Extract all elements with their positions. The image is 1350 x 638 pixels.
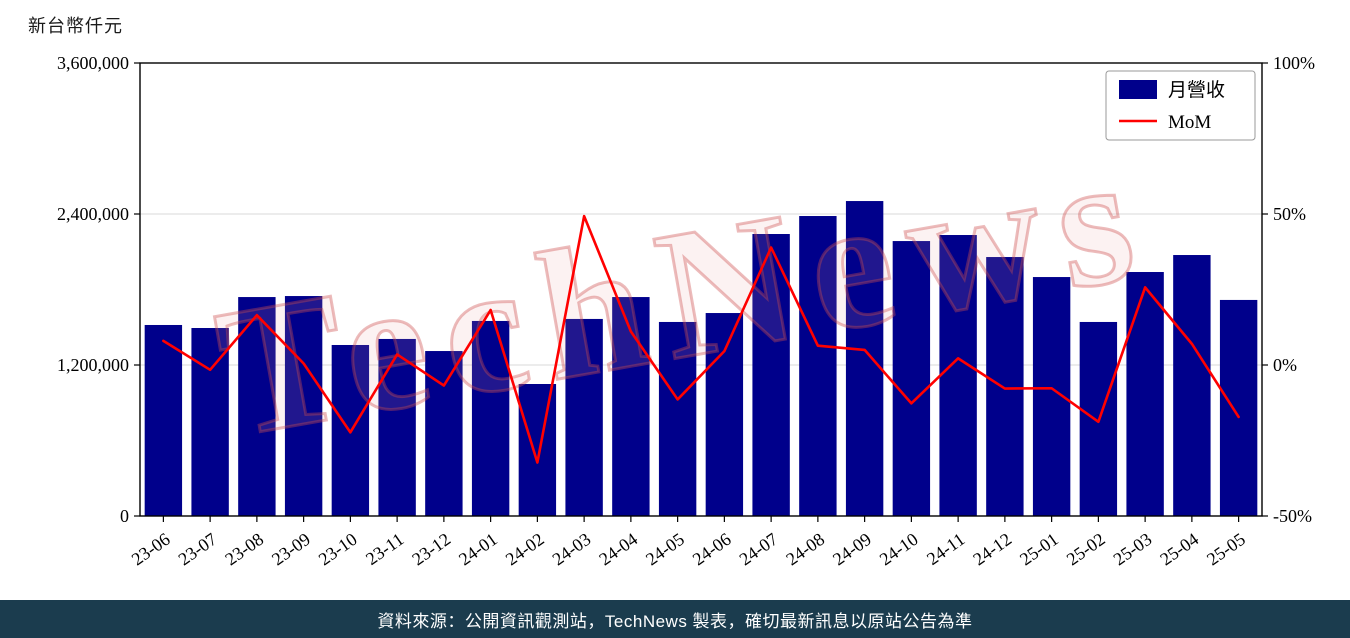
x-tick-label-24-07: 24-07 — [736, 529, 782, 569]
x-tick-label-24-11: 24-11 — [923, 529, 968, 569]
x-tick-label-24-08: 24-08 — [782, 529, 828, 569]
bar-24-03 — [565, 318, 603, 516]
x-tick-label-24-05: 24-05 — [642, 529, 688, 569]
source-footer-text: 資料來源：公開資訊觀測站，TechNews 製表，確切最新訊息以原站公告為準 — [377, 611, 973, 631]
x-tick-label-23-11: 23-11 — [362, 529, 407, 569]
x-tick-label-25-02: 25-02 — [1063, 529, 1109, 569]
x-tick-label-25-03: 25-03 — [1110, 529, 1156, 569]
pct-tick-label-100%: 100% — [1273, 53, 1315, 73]
bar-23-07 — [191, 328, 229, 516]
bar-24-11 — [939, 235, 977, 516]
bar-23-08 — [238, 297, 276, 516]
y-tick-label-2,400,000: 2,400,000 — [57, 204, 129, 224]
mom-line — [162, 214, 1240, 464]
x-tick-label-24-03: 24-03 — [549, 529, 595, 569]
x-tick-label-23-09: 23-09 — [268, 529, 314, 569]
bar-24-06 — [705, 313, 744, 516]
legend-bar-swatch — [1119, 80, 1157, 99]
bar-23-11 — [378, 338, 416, 516]
legend-label-mom: MoM — [1168, 112, 1211, 133]
bar-24-10 — [892, 241, 931, 516]
pct-tick-label-50%: 50% — [1273, 204, 1306, 224]
bar-23-06 — [144, 324, 183, 516]
bar-24-09 — [845, 201, 884, 516]
bar-23-09 — [284, 296, 323, 516]
x-tick-label-24-02: 24-02 — [502, 529, 548, 569]
x-tick-label-25-05: 25-05 — [1203, 529, 1249, 569]
y-tick-label-1,200,000: 1,200,000 — [57, 355, 129, 375]
x-tick-label-24-12: 24-12 — [969, 529, 1015, 569]
bar-25-03 — [1126, 272, 1164, 516]
bar-25-04 — [1173, 255, 1211, 516]
x-tick-label-24-10: 24-10 — [876, 529, 922, 569]
bar-24-05 — [658, 321, 697, 516]
bar-24-07 — [752, 234, 790, 516]
y-tick-label-3,600,000: 3,600,000 — [57, 53, 129, 73]
x-tick-label-25-04: 25-04 — [1156, 529, 1202, 569]
y-axis-unit-label: 新台幣仟元 — [28, 16, 123, 36]
source-footer: 資料來源：公開資訊觀測站，TechNews 製表，確切最新訊息以原站公告為準 — [0, 600, 1350, 638]
x-tick-label-24-06: 24-06 — [689, 529, 735, 569]
bar-24-08 — [799, 216, 837, 516]
bar-24-12 — [986, 257, 1024, 516]
x-tick-label-23-06: 23-06 — [128, 529, 174, 569]
x-tick-label-24-01: 24-01 — [455, 529, 501, 569]
y-tick-label-0: 0 — [120, 506, 129, 526]
x-tick-label-24-09: 24-09 — [829, 529, 875, 569]
x-tick-label-23-12: 23-12 — [408, 529, 454, 569]
pct-tick-label-0%: 0% — [1273, 355, 1297, 375]
x-tick-label-23-10: 23-10 — [315, 529, 361, 569]
legend-label-revenue: 月營收 — [1168, 79, 1225, 101]
revenue-mom-chart: TechNews01,200,0002,400,0003,600,000-50%… — [57, 53, 1315, 569]
bar-24-02 — [518, 384, 557, 516]
pct-tick-label--50%: -50% — [1273, 506, 1312, 526]
x-tick-label-23-08: 23-08 — [221, 529, 267, 569]
x-tick-label-23-07: 23-07 — [175, 529, 221, 569]
bar-25-05 — [1219, 299, 1258, 516]
x-tick-label-25-01: 25-01 — [1016, 529, 1062, 569]
x-tick-label-24-04: 24-04 — [595, 529, 641, 569]
plot-frame — [139, 62, 1263, 517]
